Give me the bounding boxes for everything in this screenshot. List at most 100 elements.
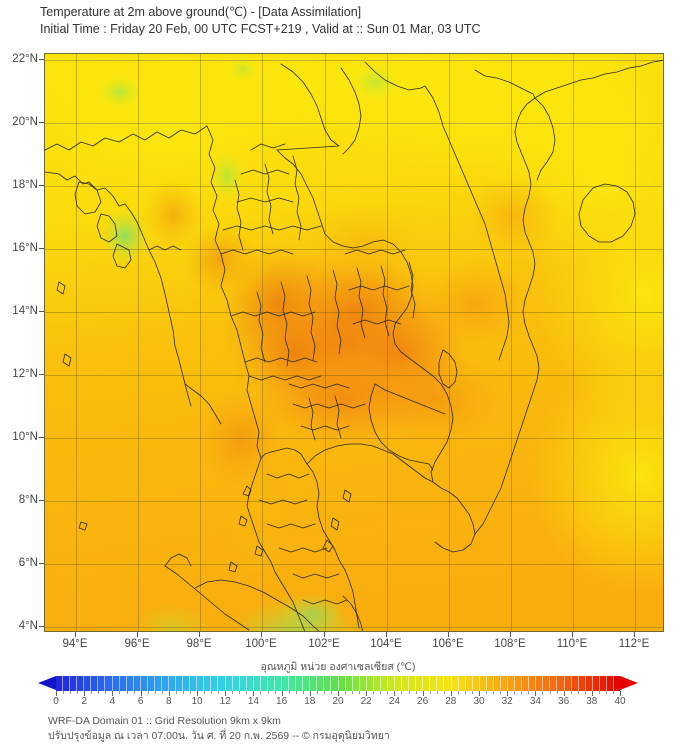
colorbar-major-tick bbox=[450, 691, 452, 696]
page-title: Temperature at 2m above ground(℃) - [Dat… bbox=[40, 4, 640, 38]
colorbar-minor-tick bbox=[556, 691, 558, 694]
colorbar-cell bbox=[267, 676, 275, 691]
colorbar-tick-label: 0 bbox=[53, 696, 59, 707]
colorbar-minor-tick bbox=[147, 691, 149, 694]
colorbar-minor-tick bbox=[380, 691, 382, 694]
colorbar-cell bbox=[557, 676, 565, 691]
colorbar-major-tick bbox=[366, 691, 368, 696]
colorbar-cell bbox=[253, 676, 261, 691]
colorbar-cell bbox=[522, 676, 530, 691]
colorbar-minor-tick bbox=[260, 691, 262, 694]
colorbar-major-tick bbox=[507, 691, 509, 696]
ytick-label-16N: 16°N bbox=[12, 242, 38, 254]
colorbar-major-tick bbox=[56, 691, 57, 696]
colorbar-minor-tick bbox=[267, 691, 269, 694]
colorbar-tick-label: 12 bbox=[219, 696, 231, 707]
temperature-raster bbox=[45, 54, 663, 631]
colorbar-cell bbox=[465, 676, 473, 691]
colorbar-cell bbox=[296, 676, 304, 691]
colorbar-cell bbox=[373, 676, 381, 691]
colorbar-tick-label: 30 bbox=[473, 696, 485, 707]
colorbar-cell bbox=[508, 676, 516, 691]
ytick-label-4N: 4°N bbox=[18, 620, 38, 632]
xtick-label-98E: 98°E bbox=[186, 638, 212, 650]
colorbar-cell bbox=[451, 676, 459, 691]
colorbar-cell bbox=[239, 676, 247, 691]
colorbar-cell bbox=[458, 676, 466, 691]
colorbar-minor-tick bbox=[443, 691, 445, 694]
ytick-mark bbox=[39, 59, 44, 60]
colorbar-cell bbox=[112, 676, 120, 691]
xtick-mark bbox=[634, 632, 635, 637]
xtick-mark bbox=[75, 632, 76, 637]
colorbar-major-tick bbox=[394, 691, 396, 696]
colorbar-major-tick bbox=[197, 691, 198, 696]
colorbar-minor-tick bbox=[63, 691, 65, 694]
colorbar-minor-tick bbox=[204, 691, 206, 694]
colorbar-cell bbox=[571, 676, 579, 691]
xtick-mark bbox=[572, 632, 573, 637]
title-line-1: Temperature at 2m above ground(℃) - [Dat… bbox=[40, 5, 362, 19]
xtick-mark bbox=[199, 632, 200, 637]
colorbar-tick-label: 26 bbox=[417, 696, 429, 707]
colorbar-cell bbox=[56, 676, 64, 691]
colorbar-cell bbox=[147, 676, 155, 691]
colorbar-minor-tick bbox=[182, 691, 184, 694]
footer-line-2: ปรับปรุงข้อมูล ณ เวลา 07:00น. วัน ศ. ที่… bbox=[48, 730, 390, 742]
colorbar-minor-tick bbox=[345, 691, 347, 694]
colorbar-cell bbox=[543, 676, 551, 691]
xtick-mark bbox=[386, 632, 387, 637]
colorbar-tick-label: 10 bbox=[191, 696, 203, 707]
colorbar-minor-tick bbox=[175, 691, 177, 694]
colorbar-cell bbox=[140, 676, 148, 691]
ytick-label-14N: 14°N bbox=[12, 305, 38, 317]
colorbar-minor-tick bbox=[352, 691, 354, 694]
colorbar-minor-tick bbox=[542, 691, 544, 694]
colorbar-minor-tick bbox=[119, 691, 121, 694]
colorbar-major-tick bbox=[535, 691, 537, 696]
xtick-label-108E: 108°E bbox=[494, 638, 526, 650]
colorbar-minor-tick bbox=[330, 691, 332, 694]
colorbar-cell bbox=[211, 676, 219, 691]
colorbar-minor-tick bbox=[521, 691, 523, 694]
colorbar[interactable]: อุณหภูมิ หน่วย องศาเซลเซียส (℃) 0 2 4 6 8 10 1… bbox=[0, 658, 676, 710]
colorbar-cell bbox=[409, 676, 417, 691]
colorbar-cell bbox=[246, 676, 254, 691]
colorbar-cell bbox=[416, 676, 424, 691]
colorbar-major-tick bbox=[140, 691, 142, 696]
colorbar-minor-tick bbox=[218, 691, 220, 694]
colorbar-cell bbox=[183, 676, 191, 691]
temperature-map[interactable] bbox=[44, 53, 664, 632]
colorbar-body bbox=[38, 676, 638, 691]
colorbar-minor-tick bbox=[98, 691, 100, 694]
colorbar-cell bbox=[500, 676, 508, 691]
colorbar-cell bbox=[366, 676, 374, 691]
colorbar-minor-tick bbox=[570, 691, 572, 694]
colorbar-minor-tick bbox=[154, 691, 156, 694]
colorbar-tick-label: 36 bbox=[558, 696, 570, 707]
colorbar-minor-tick bbox=[436, 691, 438, 694]
colorbar-minor-tick bbox=[77, 691, 79, 694]
colorbar-minor-tick bbox=[288, 691, 290, 694]
colorbar-minor-tick bbox=[70, 691, 72, 694]
colorbar-minor-tick bbox=[584, 691, 586, 694]
colorbar-cell bbox=[70, 676, 78, 691]
colorbar-minor-tick bbox=[161, 691, 163, 694]
colorbar-minor-tick bbox=[232, 691, 234, 694]
colorbar-cell bbox=[395, 676, 403, 691]
ytick-mark bbox=[39, 248, 44, 249]
colorbar-minor-tick bbox=[246, 691, 248, 694]
ytick-label-12N: 12°N bbox=[12, 368, 38, 380]
footer: WRF-DA Domain 01 :: Grid Resolution 9km … bbox=[48, 714, 648, 744]
colorbar-cell bbox=[303, 676, 311, 691]
ytick-label-22N: 22°N bbox=[12, 53, 38, 65]
colorbar-minor-tick bbox=[457, 691, 459, 694]
ytick-label-8N: 8°N bbox=[18, 494, 38, 506]
colorbar-tick-label: 14 bbox=[247, 696, 259, 707]
colorbar-major-tick bbox=[338, 691, 339, 696]
xtick-mark bbox=[261, 632, 262, 637]
colorbar-minor-tick bbox=[493, 691, 495, 694]
xtick-label-110E: 110°E bbox=[556, 638, 588, 650]
colorbar-minor-tick bbox=[316, 691, 318, 694]
colorbar-tick-label: 20 bbox=[332, 696, 344, 707]
